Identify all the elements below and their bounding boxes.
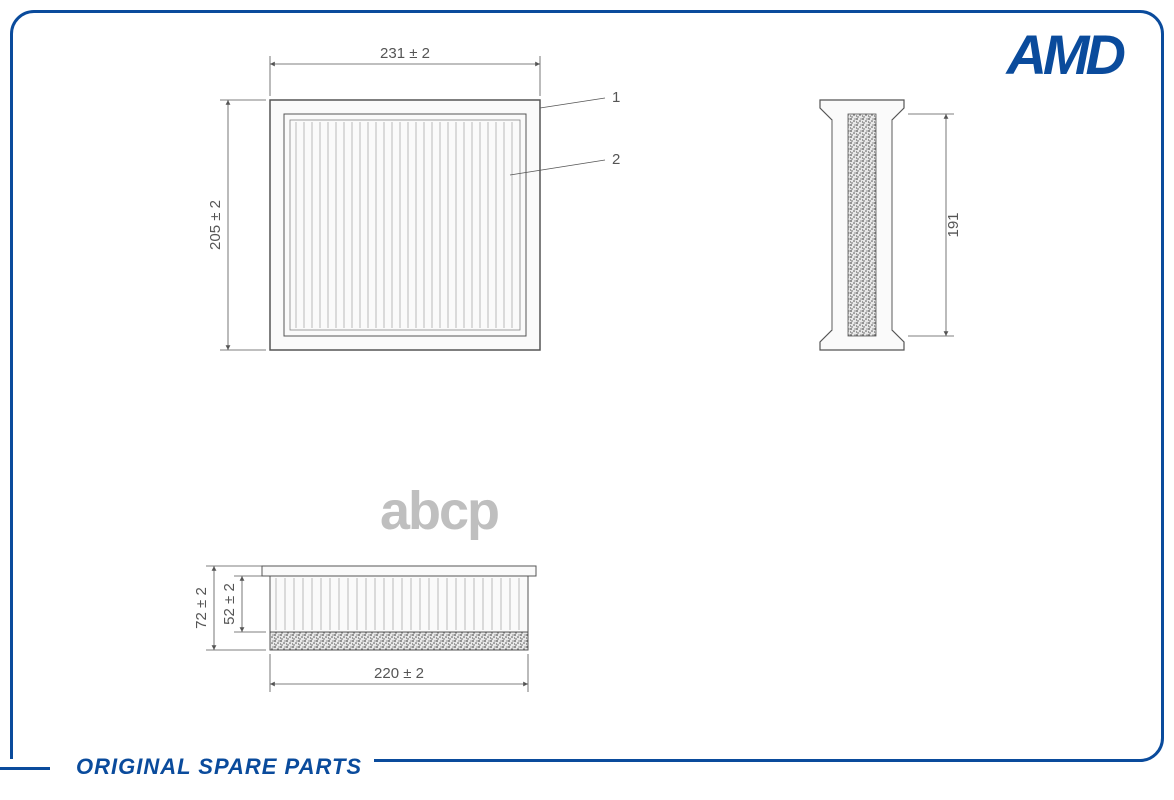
dim-front-width: 220 ± 2 (374, 665, 424, 682)
callout-1: 1 (612, 89, 620, 106)
front-view: 220 ± 2 72 ± 2 52 ± 2 (193, 566, 536, 692)
dim-front-h-inner: 52 ± 2 (221, 583, 238, 625)
dim-front-h-outer: 72 ± 2 (193, 587, 210, 629)
dim-top-width: 231 ± 2 (380, 45, 430, 62)
dim-top-height: 205 ± 2 (207, 200, 224, 250)
callout-2: 2 (612, 151, 620, 168)
top-view: 231 ± 2 205 ± 2 1 2 (207, 45, 620, 350)
dim-side: 191 (945, 212, 962, 237)
tagline-text: ORIGINAL SPARE PARTS (64, 754, 374, 780)
side-view: 191 (820, 100, 962, 350)
technical-drawing: 231 ± 2 205 ± 2 1 2 191 (10, 10, 1164, 762)
